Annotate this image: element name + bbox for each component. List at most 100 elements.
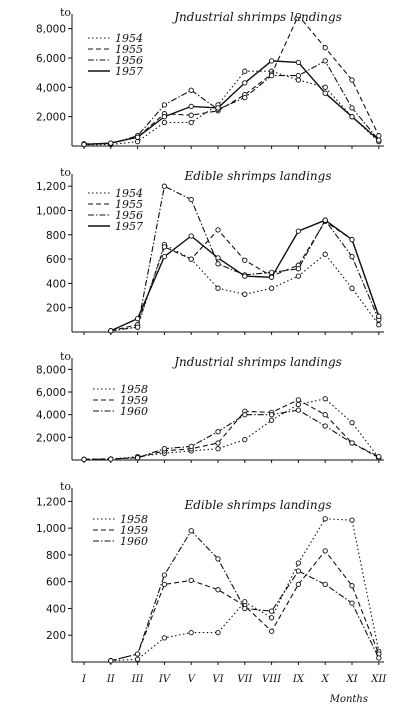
data-point (215, 429, 221, 435)
data-point (268, 417, 275, 423)
y-tick-label: 800 (46, 230, 66, 242)
y-tick-label: 1,200 (36, 496, 66, 508)
data-point (161, 635, 168, 641)
series-line-1958 (110, 518, 380, 662)
data-point (188, 256, 194, 262)
data-point (295, 12, 302, 19)
data-point (349, 236, 355, 243)
data-point (322, 45, 328, 51)
data-point (188, 233, 194, 239)
data-point (349, 600, 355, 606)
month-label-XII: XII (370, 674, 387, 685)
y-unit-label: to (60, 6, 71, 19)
month-label-III: III (131, 674, 145, 685)
legend-label-1954: 1954 (115, 32, 143, 45)
y-tick-label: 2,000 (36, 432, 66, 444)
data-point (268, 608, 275, 614)
data-point (268, 615, 275, 621)
legend-label-1956: 1956 (115, 209, 143, 222)
y-tick-label: 600 (46, 577, 66, 589)
data-point (376, 133, 382, 139)
data-point (295, 228, 302, 234)
legend-label-1959: 1959 (120, 394, 148, 407)
data-point (322, 217, 328, 223)
series-line-1960 (110, 529, 380, 662)
data-point (242, 68, 248, 74)
data-point (268, 58, 275, 64)
data-point (215, 587, 221, 593)
data-point (376, 137, 382, 143)
chart-panel-4: to 200 400 600 800 1,000 1,200 Edible shrimps l… (36, 480, 384, 665)
data-point (215, 227, 221, 233)
month-label-VIII: VIII (262, 674, 282, 685)
data-point (134, 138, 141, 145)
data-point (108, 658, 114, 664)
data-point (242, 80, 248, 86)
data-point (322, 396, 328, 402)
month-label-VI: VI (212, 674, 224, 685)
y-tick-label: 8,000 (36, 364, 66, 376)
y-tick-label: 200 (46, 630, 66, 642)
series-1958 (108, 516, 382, 664)
y-tick-label: 1,000 (36, 523, 66, 535)
legend-label-1960: 1960 (120, 535, 148, 548)
data-point (188, 577, 194, 584)
chart-panels: to 2,000 4,000 6,000 8,000 Jndustrial shrimps… (36, 6, 384, 665)
series-1957 (108, 217, 382, 334)
data-point (268, 72, 275, 79)
chart-panel-2: to 200 400 600 800 1,000 1,200 Edible shrimps l… (36, 166, 384, 335)
data-point (295, 266, 302, 272)
y-tick-label: 1,000 (36, 205, 66, 217)
data-point (242, 291, 248, 297)
data-point (188, 196, 194, 203)
legend-label-1957: 1957 (115, 220, 143, 233)
data-point (322, 251, 328, 257)
legend-label-1957: 1957 (115, 65, 143, 78)
legend-label-1960: 1960 (120, 405, 148, 418)
data-point (161, 572, 168, 578)
data-point (188, 103, 194, 110)
chart-panel-3: to 2,000 4,000 6,000 8,000 Jndustrial shrimps… (36, 350, 384, 463)
data-point (376, 453, 382, 460)
data-point (242, 273, 248, 279)
data-point (349, 440, 355, 446)
data-point (376, 322, 382, 328)
data-point (161, 253, 168, 260)
y-tick-label: 1,200 (36, 181, 66, 193)
legend-label-1956: 1956 (115, 54, 143, 67)
data-point (134, 315, 141, 322)
data-point (242, 605, 248, 612)
data-point (188, 112, 194, 118)
month-label-XI: XI (345, 674, 358, 685)
data-point (108, 140, 114, 146)
data-point (349, 114, 355, 120)
series-1960 (81, 407, 382, 463)
data-point (322, 581, 328, 588)
legend-label-1955: 1955 (115, 43, 143, 56)
data-point (134, 134, 141, 140)
data-point (215, 105, 221, 111)
data-point (295, 407, 302, 413)
month-label-V: V (188, 674, 197, 685)
data-point (242, 412, 248, 418)
data-point (322, 516, 328, 522)
y-tick-label: 2,000 (36, 112, 66, 124)
month-label-IV: IV (158, 674, 172, 685)
data-point (268, 274, 275, 280)
data-point (215, 629, 221, 636)
chart-title: Edible shrimps landings (183, 498, 331, 512)
data-point (134, 651, 141, 657)
data-point (322, 84, 328, 90)
data-point (268, 628, 275, 634)
data-point (295, 397, 302, 403)
y-tick-label: 6,000 (36, 53, 66, 65)
data-point (349, 517, 355, 523)
data-point (188, 443, 194, 450)
y-tick-label: 8,000 (36, 24, 66, 36)
y-tick-label: 200 (46, 303, 66, 315)
data-point (81, 456, 87, 463)
data-point (134, 324, 141, 330)
series-line-1954 (83, 70, 380, 146)
